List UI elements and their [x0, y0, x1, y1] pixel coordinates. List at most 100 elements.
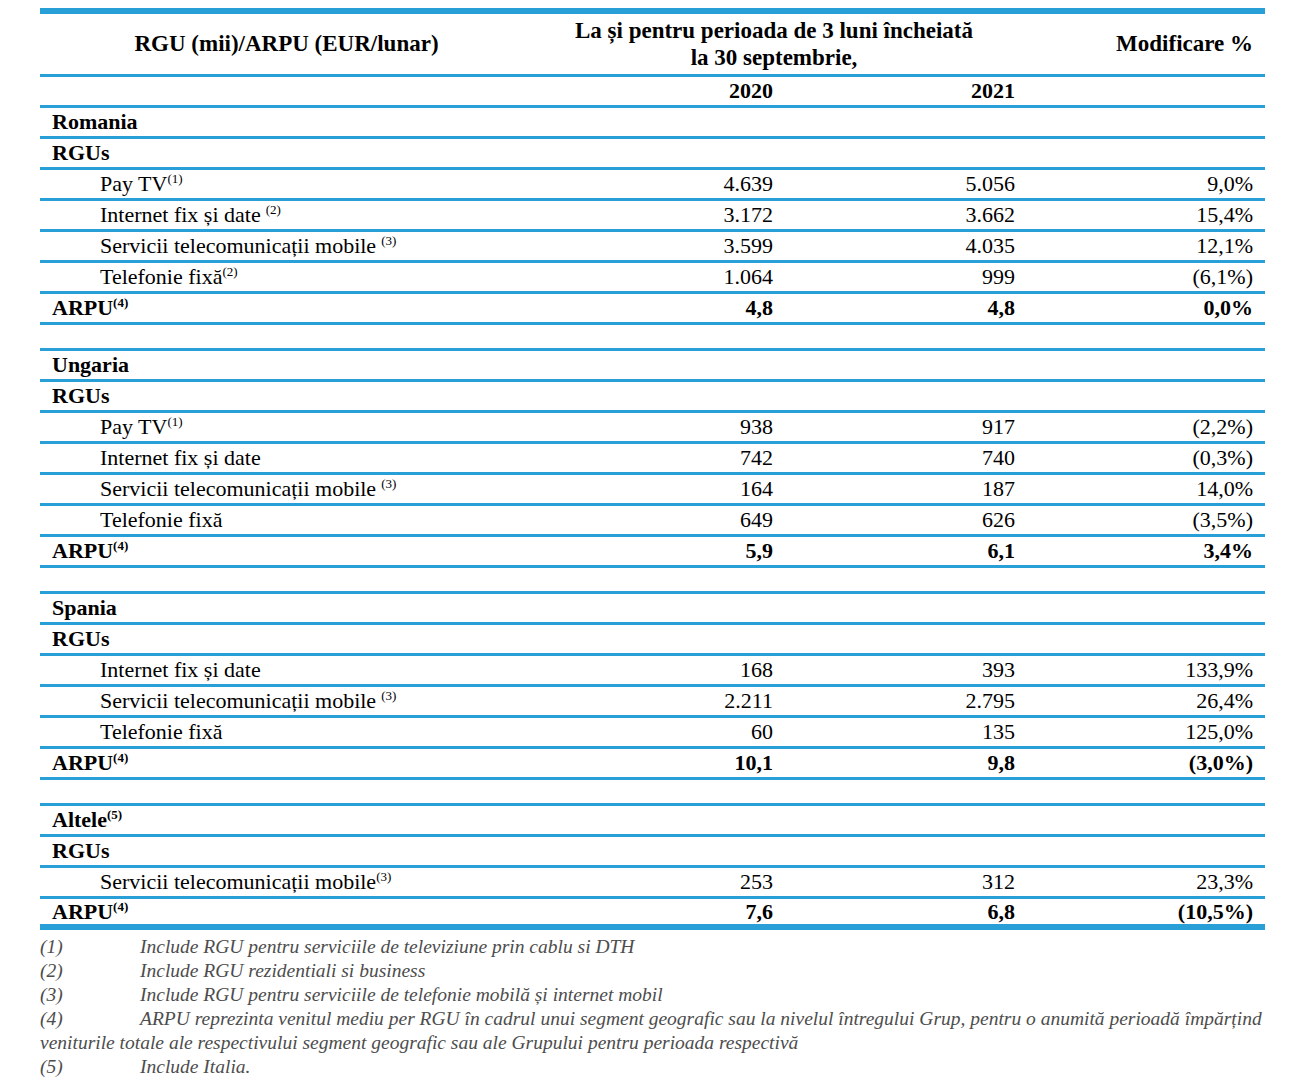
group-label-cell: RGUs	[40, 626, 1265, 652]
footnote-marker: (5)	[40, 1055, 140, 1079]
footnote-ref: (5)	[107, 807, 122, 822]
footnote-text: Include RGU pentru serviciile de televiz…	[140, 936, 634, 957]
table-row: Servicii telecomunicații mobile(3)3.5994…	[40, 232, 1265, 263]
cell-2021: 312	[773, 869, 1015, 895]
arpu-row: ARPU(4)4,84,80,0%	[40, 294, 1265, 325]
arpu-label-cell: ARPU(4)	[40, 538, 533, 564]
item-label-cell: Servicii telecomunicații mobile(3)	[40, 869, 533, 895]
item-label-cell: Telefonie fixă(2)	[40, 264, 533, 290]
footnote-text: ARPU reprezinta venitul mediu per RGU în…	[40, 1008, 1262, 1053]
group-label-cell: RGUs	[40, 383, 1265, 409]
country-row: Spania	[40, 594, 1265, 625]
rgus-row: RGUs	[40, 382, 1265, 413]
cell-change: 15,4%	[1015, 202, 1265, 228]
cell-change: (10,5%)	[1015, 899, 1265, 925]
footnote-ref: (3)	[376, 869, 391, 884]
footnote-marker: (1)	[40, 935, 140, 959]
period-header-line1: La și pentru perioada de 3 luni încheiat…	[533, 17, 1015, 44]
table-row: Servicii telecomunicații mobile(3)164187…	[40, 475, 1265, 506]
section-gap-row	[40, 568, 1265, 594]
arpu-label: ARPU	[52, 750, 113, 775]
item-label: Telefonie fixă	[100, 264, 222, 289]
item-label: Servicii telecomunicații mobile	[100, 688, 376, 713]
group-label: RGUs	[52, 140, 109, 165]
cell-change: (3,5%)	[1015, 507, 1265, 533]
cell-change: (2,2%)	[1015, 414, 1265, 440]
footnote-4: (4)ARPU reprezinta venitul mediu per RGU…	[40, 1007, 1267, 1055]
cell-2020: 7,6	[533, 899, 773, 925]
cell-2020: 164	[533, 476, 773, 502]
group-label: RGUs	[52, 838, 109, 863]
cell-2020: 4,8	[533, 295, 773, 321]
item-label: Pay TV	[100, 414, 167, 439]
period-header: La și pentru perioada de 3 luni încheiat…	[533, 17, 1015, 71]
item-label: Internet fix și date	[100, 202, 261, 227]
footnotes: (1)Include RGU pentru serviciile de tele…	[40, 935, 1267, 1079]
cell-change: (0,3%)	[1015, 445, 1265, 471]
country-label: Spania	[52, 595, 117, 620]
item-label: Pay TV	[100, 171, 167, 196]
cell-2021: 9,8	[773, 750, 1015, 776]
year-2020-header: 2020	[533, 78, 773, 104]
table-row: Pay TV(1)4.6395.0569,0%	[40, 170, 1265, 201]
cell-2021: 3.662	[773, 202, 1015, 228]
group-label: RGUs	[52, 626, 109, 651]
cell-2021: 5.056	[773, 171, 1015, 197]
item-label: Telefonie fixă	[100, 507, 222, 532]
footnote-ref: (4)	[113, 538, 128, 553]
item-label: Servicii telecomunicații mobile	[100, 476, 376, 501]
cell-change: 14,0%	[1015, 476, 1265, 502]
cell-2021: 2.795	[773, 688, 1015, 714]
cell-change: 9,0%	[1015, 171, 1265, 197]
cell-2020: 649	[533, 507, 773, 533]
cell-change: 23,3%	[1015, 869, 1265, 895]
cell-change: 133,9%	[1015, 657, 1265, 683]
cell-2020: 10,1	[533, 750, 773, 776]
footnote-3: (3)Include RGU pentru serviciile de tele…	[40, 983, 1267, 1007]
footnote-1: (1)Include RGU pentru serviciile de tele…	[40, 935, 1267, 959]
table-row: Internet fix și date(2)3.1723.66215,4%	[40, 201, 1265, 232]
item-label-cell: Pay TV(1)	[40, 414, 533, 440]
item-label: Telefonie fixă	[100, 719, 222, 744]
item-label-cell: Telefonie fixă	[40, 507, 533, 533]
year-2021-header: 2021	[773, 78, 1015, 104]
group-label-cell: RGUs	[40, 140, 1265, 166]
item-label-cell: Servicii telecomunicații mobile(3)	[40, 476, 533, 502]
cell-change: 125,0%	[1015, 719, 1265, 745]
cell-2021: 393	[773, 657, 1015, 683]
period-header-line2: la 30 septembrie,	[533, 44, 1015, 71]
arpu-label-cell: ARPU(4)	[40, 750, 533, 776]
rgu-arpu-table: RGU (mii)/ARPU (EUR/lunar) La și pentru …	[40, 8, 1265, 930]
year-header-row: 2020 2021	[40, 77, 1265, 108]
cell-2020: 3.599	[533, 233, 773, 259]
table-row: Telefonie fixă(2)1.064999(6,1%)	[40, 263, 1265, 294]
country-label-cell: Spania	[40, 595, 1265, 621]
item-label-cell: Telefonie fixă	[40, 719, 533, 745]
country-label-cell: Romania	[40, 109, 1265, 135]
table-row: Internet fix și date742740(0,3%)	[40, 444, 1265, 475]
country-label: Romania	[52, 109, 138, 134]
cell-2021: 4.035	[773, 233, 1015, 259]
cell-2021: 6,8	[773, 899, 1015, 925]
table-row: Pay TV(1)938917(2,2%)	[40, 413, 1265, 444]
footnote-marker: (2)	[40, 959, 140, 983]
footnote-ref: (2)	[266, 202, 281, 217]
item-label-cell: Internet fix și date	[40, 445, 533, 471]
footnote-text: Include RGU pentru serviciile de telefon…	[140, 984, 663, 1005]
country-row: Ungaria	[40, 351, 1265, 382]
cell-2020: 253	[533, 869, 773, 895]
footnote-ref: (4)	[113, 295, 128, 310]
cell-2020: 1.064	[533, 264, 773, 290]
arpu-row: ARPU(4)5,96,13,4%	[40, 537, 1265, 568]
footnote-ref: (1)	[167, 414, 182, 429]
arpu-label: ARPU	[52, 538, 113, 563]
cell-2020: 168	[533, 657, 773, 683]
footnote-ref: (4)	[113, 750, 128, 765]
country-label-cell: Altele(5)	[40, 807, 1265, 833]
arpu-label-cell: ARPU(4)	[40, 899, 533, 925]
footnote-ref: (2)	[222, 264, 237, 279]
cell-2021: 740	[773, 445, 1015, 471]
footnote-marker: (3)	[40, 983, 140, 1007]
footnote-text: Include RGU rezidentiali si business	[140, 960, 425, 981]
footnote-ref: (1)	[167, 171, 182, 186]
